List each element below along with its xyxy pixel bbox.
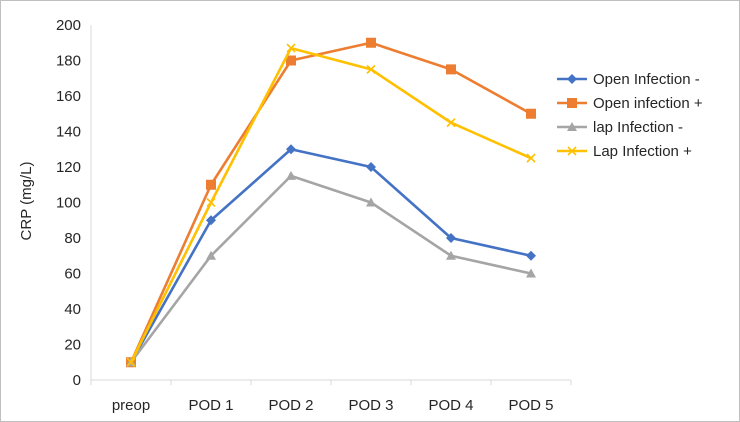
data-point: [206, 250, 216, 260]
data-point: [366, 197, 376, 207]
legend: Open Infection - Open infection + lap Infe…: [557, 71, 703, 160]
series-line: [129, 41, 533, 364]
data-point: [446, 64, 456, 75]
y-tick-label: 80: [64, 230, 81, 247]
data-point: [526, 250, 536, 261]
y-tick-label: 100: [56, 195, 81, 212]
y-tick-label: 200: [56, 17, 81, 34]
series-lap-infection-3: [126, 43, 536, 367]
x-tick-label: POD 5: [508, 397, 553, 414]
data-point: [126, 357, 136, 367]
y-tick-label: 120: [56, 159, 81, 176]
legend-label: Open infection +: [593, 95, 703, 112]
y-tick-label: 60: [64, 266, 81, 283]
y-tick-label: 40: [64, 301, 81, 318]
legend-marker: [567, 74, 577, 84]
legend-label: Open Infection -: [593, 71, 700, 88]
x-tick-label: POD 3: [348, 397, 393, 414]
x-tick-label: preop: [112, 397, 150, 414]
data-point: [206, 215, 216, 226]
legend-item: Lap Infection +: [557, 143, 692, 160]
data-point: [526, 153, 536, 163]
series-open-infection-1: [126, 37, 536, 368]
series-line: [129, 46, 533, 364]
y-tick-label: 20: [64, 337, 81, 354]
series-line: [129, 147, 533, 364]
legend-label: lap Infection -: [593, 119, 683, 136]
data-point: [206, 197, 216, 208]
legend-marker: [567, 122, 577, 131]
legend-item: Open Infection -: [557, 71, 700, 88]
data-point: [366, 37, 376, 48]
data-point: [366, 64, 376, 74]
data-point: [286, 43, 296, 53]
y-tick-label: 180: [56, 53, 81, 70]
data-point: [206, 179, 216, 190]
y-tick-label: 160: [56, 88, 81, 105]
legend-item: Open infection +: [557, 95, 703, 112]
series-line: [129, 174, 533, 364]
series-open-infection-0: [126, 144, 536, 368]
y-axis-title: CRP (mg/L): [18, 162, 35, 241]
data-point: [366, 162, 376, 172]
axes: 0 20 40 60 80 100 120 140 160 180 200 preop POD 1 POD…: [56, 17, 572, 414]
data-point: [286, 170, 296, 180]
x-tick-label: POD 1: [188, 397, 233, 414]
data-point: [286, 144, 296, 155]
data-point: [446, 233, 456, 243]
data-point: [446, 250, 456, 260]
y-tick-label: 140: [56, 124, 81, 141]
x-tick-label: POD 4: [428, 397, 473, 414]
legend-label: Lap Infection +: [593, 143, 692, 160]
y-tick-label: 0: [73, 372, 81, 389]
data-point: [526, 108, 536, 119]
x-tick-label: POD 2: [268, 397, 313, 414]
series-layer: [126, 37, 536, 368]
legend-item: lap Infection -: [557, 119, 683, 136]
data-point: [446, 118, 456, 128]
legend-marker: [567, 98, 577, 108]
legend-marker: [567, 146, 577, 156]
series-lap-infection-2: [126, 170, 536, 367]
data-point: [526, 268, 536, 278]
data-point: [286, 55, 296, 66]
